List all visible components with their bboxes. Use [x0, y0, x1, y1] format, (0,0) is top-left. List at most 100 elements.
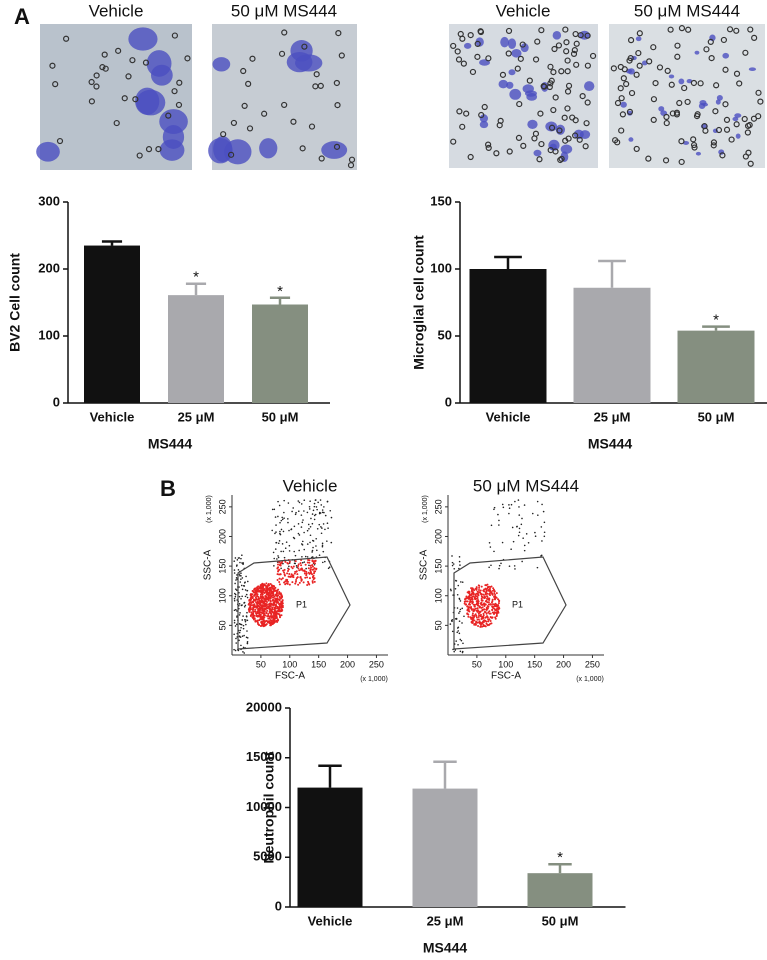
event-dot: [469, 606, 472, 609]
event-dot: [493, 506, 496, 509]
event-dot: [536, 566, 539, 569]
event-dot: [240, 597, 242, 600]
event-dot: [259, 602, 262, 605]
event-dot: [477, 600, 480, 603]
pore: [113, 119, 120, 127]
panel-label: A: [14, 4, 30, 29]
event-dot: [309, 568, 312, 571]
event-dot: [510, 503, 513, 506]
pore: [531, 135, 538, 142]
event-dot: [287, 518, 289, 520]
event-dot: [237, 557, 240, 559]
cell: [463, 42, 472, 49]
event-dot: [485, 609, 488, 612]
pore: [175, 101, 183, 109]
event-dot: [298, 501, 301, 504]
event-dot: [240, 584, 243, 587]
event-dot: [277, 515, 279, 518]
event-dot: [269, 599, 272, 602]
caption: 50 μM MS444: [634, 1, 740, 20]
event-dot: [267, 613, 270, 616]
pore: [245, 80, 252, 87]
event-dot: [303, 570, 306, 573]
event-dot: [261, 622, 264, 625]
event-dot: [280, 567, 282, 570]
event-dot: [476, 618, 479, 621]
event-dot: [282, 550, 285, 553]
event-dot: [303, 531, 305, 534]
event-dot: [463, 602, 466, 605]
cell: [479, 59, 491, 66]
event-dot: [495, 592, 498, 595]
y-tick-label: 100: [217, 588, 227, 603]
pore: [155, 146, 162, 153]
event-dot: [461, 581, 464, 583]
pore: [633, 145, 640, 153]
event-dot: [272, 620, 275, 623]
pore: [579, 93, 586, 100]
pore: [745, 149, 752, 156]
event-dot: [249, 599, 252, 602]
event-dot: [312, 540, 315, 542]
y-tick-label: 100: [430, 260, 452, 275]
event-dot: [243, 652, 246, 654]
event-dot: [271, 594, 274, 597]
event-dot: [459, 638, 462, 641]
event-dot: [522, 537, 524, 539]
cell: [479, 120, 489, 129]
y-tick-label: 50: [217, 620, 227, 630]
event-dot: [492, 605, 495, 608]
event-dot: [452, 563, 455, 565]
event-dot: [475, 621, 478, 624]
event-dot: [285, 582, 288, 585]
event-dot: [478, 611, 481, 614]
event-dot: [311, 559, 314, 562]
event-dot: [279, 609, 282, 612]
event-dot: [235, 642, 238, 644]
pore: [635, 49, 642, 57]
event-dot: [277, 610, 280, 613]
event-dot: [534, 535, 537, 537]
event-dot: [257, 611, 260, 614]
event-dot: [470, 608, 473, 611]
pore: [572, 30, 579, 38]
pore: [556, 127, 563, 134]
event-dot: [240, 623, 243, 626]
event-dot: [274, 610, 277, 613]
event-dot: [273, 557, 276, 560]
event-dot: [257, 615, 260, 618]
event-dot: [254, 592, 257, 595]
event-dot: [314, 499, 317, 501]
event-dot: [281, 543, 284, 545]
event-dot: [261, 615, 264, 618]
event-dot: [514, 500, 516, 503]
pore: [467, 153, 474, 161]
event-dot: [457, 584, 460, 587]
event-dot: [485, 595, 488, 598]
event-dot: [265, 619, 268, 622]
event-dot: [298, 581, 301, 584]
pore: [49, 62, 56, 69]
pore: [88, 98, 95, 105]
error-bar: [185, 282, 207, 296]
event-dot: [291, 567, 294, 570]
event-dot: [454, 618, 457, 620]
event-dot: [494, 593, 497, 596]
event-dot: [269, 608, 272, 611]
event-dot: [251, 600, 254, 603]
pore: [184, 55, 191, 62]
event-dot: [308, 583, 311, 586]
event-dot: [299, 562, 302, 565]
event-dot: [472, 591, 475, 594]
cell: [479, 114, 489, 123]
event-dot: [297, 523, 300, 525]
event-dot: [501, 541, 504, 544]
pore: [627, 37, 635, 44]
bar: [297, 787, 363, 907]
event-dot: [493, 590, 496, 593]
event-dot: [287, 562, 290, 565]
pore: [707, 38, 714, 45]
event-dot: [283, 573, 286, 576]
pore: [514, 65, 521, 72]
event-dot: [275, 612, 278, 615]
